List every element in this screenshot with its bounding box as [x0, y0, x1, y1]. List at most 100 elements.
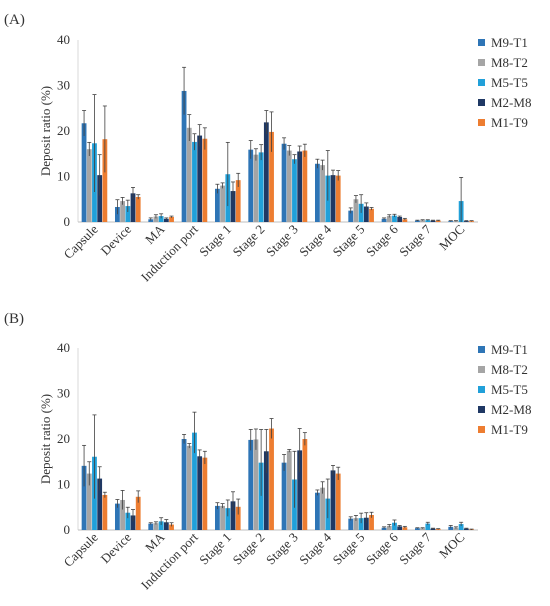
- bar-b: [297, 450, 303, 530]
- y-tick-label-a: 10: [57, 169, 70, 184]
- bar-b: [97, 478, 103, 530]
- bar-a: [130, 193, 136, 222]
- y-tick-label-b: 0: [64, 522, 71, 537]
- x-tick-label-a: Device: [97, 221, 134, 258]
- x-tick-label-a: Stage 3: [263, 222, 301, 260]
- bar-a: [120, 201, 125, 222]
- bar-b: [253, 439, 259, 530]
- bar-a: [215, 188, 220, 222]
- bar-a: [115, 206, 120, 222]
- legend-swatch-a: [478, 99, 485, 106]
- bar-b: [81, 465, 87, 530]
- bar-a: [297, 151, 303, 222]
- bar-a: [258, 152, 264, 222]
- bar-a: [186, 127, 192, 222]
- bar-b: [215, 505, 220, 530]
- bar-b: [435, 529, 441, 530]
- y-axis-label-b: Deposit ratio (%): [38, 394, 53, 484]
- legend-swatch-b: [478, 346, 485, 353]
- bar-b: [169, 524, 174, 530]
- bar-b: [463, 528, 469, 530]
- x-tick-label-b: Stage 5: [330, 530, 368, 568]
- bar-b: [286, 450, 292, 530]
- legend-swatch-a: [478, 119, 485, 126]
- bar-a: [363, 206, 369, 222]
- y-tick-label-a: 0: [64, 214, 71, 229]
- bar-b: [353, 518, 359, 530]
- y-tick-label-b: 30: [57, 386, 70, 401]
- bar-a: [169, 216, 174, 222]
- legend-label-b: M1-T9: [491, 422, 528, 437]
- bar-b: [225, 508, 231, 530]
- panel-b-label: (B): [4, 311, 24, 327]
- x-tick-label-b: MA: [142, 529, 168, 555]
- bar-b: [302, 439, 308, 530]
- bar-a: [86, 149, 92, 222]
- legend-label-b: M9-T1: [491, 342, 528, 357]
- y-tick-label-b: 10: [57, 477, 70, 492]
- bar-a: [125, 206, 131, 222]
- bar-a: [320, 165, 325, 222]
- y-axis-label-a: Deposit ratio (%): [38, 86, 53, 176]
- bar-b: [125, 512, 131, 530]
- x-tick-label-a: Stage 1: [196, 222, 234, 260]
- x-tick-label-b: MOC: [436, 530, 468, 562]
- x-tick-label-b: Stage 7: [396, 529, 434, 567]
- bar-b: [263, 451, 269, 530]
- legend-swatch-a: [478, 39, 485, 46]
- bar-b: [115, 503, 120, 530]
- bar-b: [320, 487, 325, 530]
- bar-b: [181, 439, 187, 530]
- bar-b: [202, 457, 208, 530]
- legend-label-a: M8-T2: [491, 55, 528, 70]
- bar-a: [369, 208, 374, 222]
- legend-swatch-a: [478, 59, 485, 66]
- bar-a: [281, 143, 287, 222]
- bar-b: [269, 428, 274, 530]
- panel-a-label: (A): [4, 12, 25, 28]
- x-tick-label-a: MA: [142, 221, 168, 247]
- bar-a: [302, 150, 308, 222]
- bar-a: [435, 220, 441, 222]
- bar-b: [86, 473, 92, 530]
- bar-a: [102, 139, 108, 222]
- x-tick-label-a: Stage 2: [230, 222, 268, 260]
- legend-swatch-b: [478, 406, 485, 413]
- bar-a: [348, 210, 354, 222]
- bar-a: [202, 138, 208, 222]
- bar-a: [153, 216, 159, 222]
- bar-b: [148, 523, 154, 530]
- legend-swatch-b: [478, 366, 485, 373]
- bar-b: [458, 524, 464, 530]
- legend-swatch-a: [478, 79, 485, 86]
- bar-b: [381, 527, 387, 530]
- bar-b: [220, 505, 225, 530]
- bar-a: [430, 220, 436, 222]
- bar-a: [135, 196, 141, 222]
- bar-a: [248, 149, 254, 222]
- bar-b: [130, 515, 136, 530]
- legend-label-a: M2-M8: [491, 95, 531, 110]
- bar-a: [81, 123, 87, 222]
- bar-a: [330, 175, 336, 222]
- bar-a: [381, 218, 387, 222]
- bar-a: [286, 150, 292, 222]
- bar-b: [135, 496, 141, 530]
- legend-label-a: M9-T1: [491, 35, 528, 50]
- bar-b: [453, 527, 459, 530]
- bar-a: [420, 220, 425, 222]
- bar-a: [315, 163, 320, 222]
- legend-label-a: M5-T5: [491, 75, 528, 90]
- bar-a: [392, 215, 397, 222]
- bar-a: [148, 219, 154, 222]
- legend-label-a: M1-T9: [491, 115, 528, 130]
- bar-a: [253, 154, 259, 222]
- legend-swatch-b: [478, 386, 485, 393]
- bar-b: [425, 523, 431, 530]
- x-tick-label-b: Stage 1: [196, 530, 234, 568]
- bar-a: [292, 159, 297, 222]
- bar-b: [430, 528, 436, 530]
